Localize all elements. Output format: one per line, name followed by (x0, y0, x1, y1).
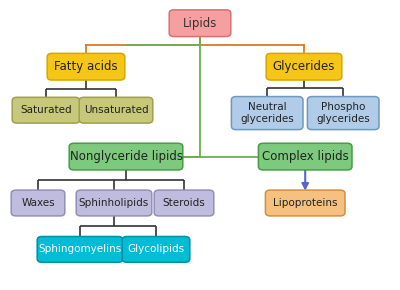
Text: Phospho
glycerides: Phospho glycerides (316, 102, 370, 124)
Text: Fatty acids: Fatty acids (54, 60, 118, 73)
FancyBboxPatch shape (266, 53, 342, 80)
FancyBboxPatch shape (307, 97, 379, 130)
Text: Complex lipids: Complex lipids (262, 150, 348, 163)
Text: Unsaturated: Unsaturated (84, 105, 148, 115)
Text: Lipoproteins: Lipoproteins (273, 198, 338, 208)
Text: Sphingomyelins: Sphingomyelins (38, 244, 122, 254)
FancyBboxPatch shape (266, 190, 345, 216)
FancyBboxPatch shape (76, 190, 152, 216)
Text: Neutral
glycerides: Neutral glycerides (240, 102, 294, 124)
Text: Sphinholipids: Sphinholipids (79, 198, 149, 208)
FancyBboxPatch shape (11, 190, 65, 216)
FancyBboxPatch shape (154, 190, 214, 216)
FancyBboxPatch shape (37, 237, 123, 262)
Text: Saturated: Saturated (20, 105, 72, 115)
FancyBboxPatch shape (169, 10, 231, 37)
Text: Lipids: Lipids (183, 17, 217, 30)
FancyBboxPatch shape (79, 97, 153, 123)
Text: Waxes: Waxes (21, 198, 55, 208)
Text: Nonglyceride lipids: Nonglyceride lipids (70, 150, 182, 163)
Text: Glycolipids: Glycolipids (128, 244, 184, 254)
FancyBboxPatch shape (69, 143, 183, 170)
FancyBboxPatch shape (122, 237, 190, 262)
FancyBboxPatch shape (231, 97, 303, 130)
Text: Steroids: Steroids (163, 198, 205, 208)
FancyBboxPatch shape (12, 97, 80, 123)
FancyBboxPatch shape (258, 143, 352, 170)
FancyBboxPatch shape (47, 53, 125, 80)
Text: Glycerides: Glycerides (273, 60, 335, 73)
